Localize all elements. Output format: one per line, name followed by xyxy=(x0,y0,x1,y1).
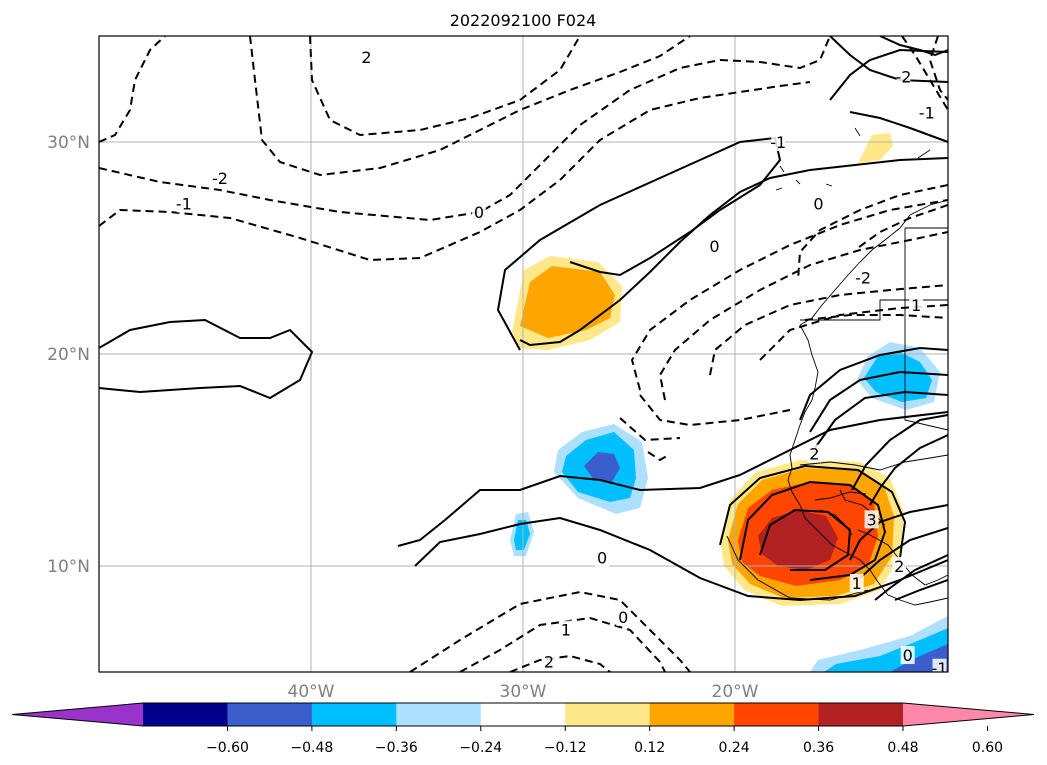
colorbar-segment xyxy=(396,703,482,726)
positive-anomaly-atlantic-core xyxy=(520,266,615,338)
contour-label-bg xyxy=(811,194,826,213)
dashed-contours xyxy=(99,36,948,672)
contour-label-bg xyxy=(212,169,227,188)
contour-label-bg xyxy=(856,268,871,287)
contour-label: 2 xyxy=(361,48,371,67)
colorbar-segment xyxy=(649,703,735,726)
contour-label-bg xyxy=(471,202,486,221)
colorbar-tick-label: 0.12 xyxy=(634,740,665,756)
contour-label: -2 xyxy=(212,169,228,188)
lon-axis: 40°W 30°W 20°W xyxy=(288,682,759,702)
colorbar-segment xyxy=(480,703,566,726)
colorbar-segment xyxy=(818,703,904,726)
solid-contours xyxy=(99,36,948,602)
contour-label-bg xyxy=(616,607,631,626)
colorbar-tick-label: −0.60 xyxy=(206,740,249,756)
contour-label: 1 xyxy=(88,63,98,82)
lat-label-20n: 20°N xyxy=(47,345,90,365)
map-frame xyxy=(98,35,949,673)
contour-label-bg xyxy=(864,510,879,529)
contour-label-bg xyxy=(541,652,556,671)
colorbar-tick-label: −0.36 xyxy=(375,740,418,756)
colorbar-tick-label: 0.48 xyxy=(887,740,918,756)
contour-label-bg xyxy=(558,620,573,639)
contour-label: -1 xyxy=(919,103,935,122)
colorbar-tick-label: −0.48 xyxy=(290,740,333,756)
colorbar-segment xyxy=(311,703,397,726)
colorbar-extend-high xyxy=(903,703,1034,726)
colorbar-tick-label: 0.60 xyxy=(972,740,1003,756)
contour-label-bg xyxy=(900,646,915,665)
contour-label: -2 xyxy=(855,269,871,288)
contour-label-bg xyxy=(359,48,374,67)
contour-label-bg xyxy=(849,573,864,592)
contour-label: 0 xyxy=(813,194,823,213)
contour-label: 2 xyxy=(894,557,904,576)
contour-label-bg xyxy=(595,548,610,567)
colorbar-tick-label: 0.24 xyxy=(719,740,750,756)
colorbar-extend-low xyxy=(12,703,143,726)
contour-label-bg xyxy=(892,557,907,575)
contour-label: 2 xyxy=(809,445,819,464)
contour-label: 0 xyxy=(618,608,628,627)
contour-label-bg xyxy=(707,236,722,255)
colorbar-segment xyxy=(143,703,228,726)
colorbar-tick-label: −0.24 xyxy=(459,740,502,756)
contour-label: 1 xyxy=(911,296,921,315)
contour-label-bg xyxy=(176,194,191,213)
contour-label: -2 xyxy=(895,67,911,86)
contour-label-bg xyxy=(919,103,934,122)
contour-label-bg xyxy=(99,63,100,82)
contour-label: 0 xyxy=(903,646,913,665)
positive-anomaly-small-north xyxy=(858,133,893,163)
contour-label: 1 xyxy=(561,621,571,640)
colorbar-tick-label: −0.12 xyxy=(544,740,587,756)
contour-label-bg xyxy=(909,296,924,315)
lon-label-20w: 20°W xyxy=(712,682,759,702)
contour-label-bg xyxy=(896,67,911,86)
lon-label-40w: 40°W xyxy=(288,682,335,702)
lat-label-10n: 10°N xyxy=(47,557,90,577)
contour-label: 3 xyxy=(866,510,876,529)
negative-anomaly-canary-core xyxy=(864,352,932,402)
colorbar-segment xyxy=(734,703,820,726)
lat-label-30n: 30°N xyxy=(47,133,90,153)
contour-label: -1 xyxy=(770,133,786,152)
contour-label-bg xyxy=(932,658,947,672)
colorbar-tick-label: 0.36 xyxy=(803,740,834,756)
negative-anomaly-central-peak xyxy=(584,452,620,482)
contour-label: 0 xyxy=(709,237,719,256)
negative-anomaly-small-core xyxy=(514,520,530,550)
positive-anomaly-africa-peak xyxy=(758,510,838,570)
contour-label: 1 xyxy=(852,574,862,593)
contour-label: 2 xyxy=(544,652,554,671)
map-area: 12-2-1-2-10-100-210232100120-1 xyxy=(88,36,948,678)
colorbar-segment xyxy=(565,703,651,726)
contour-label: 0 xyxy=(474,203,484,222)
contour-label: 0 xyxy=(597,549,607,568)
contour-label-bg xyxy=(807,444,822,463)
contour-labels: 12-2-1-2-10-100-210232100120-1 xyxy=(88,48,948,678)
figure-title: 2022092100 F024 xyxy=(450,11,597,30)
contour-label: -1 xyxy=(176,194,192,213)
colorbar-segment xyxy=(227,703,313,726)
lat-axis: 30°N 20°N 10°N xyxy=(47,133,90,577)
colorbar-outline xyxy=(11,702,1035,727)
lon-label-30w: 30°W xyxy=(500,682,547,702)
contour-label-bg xyxy=(771,133,786,151)
contour-label: -1 xyxy=(932,659,948,678)
colorbar: −0.60 −0.48 −0.36 −0.24 −0.12 0.12 0.24 0.36 0.4… xyxy=(11,702,1035,756)
